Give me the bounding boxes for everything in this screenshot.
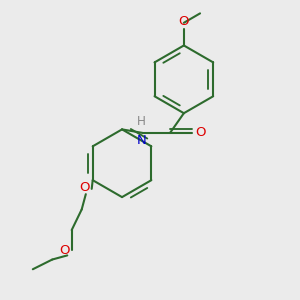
Text: O: O — [178, 15, 189, 28]
Text: O: O — [196, 126, 206, 140]
Text: O: O — [59, 244, 69, 256]
Text: N: N — [136, 134, 146, 146]
Text: O: O — [79, 182, 89, 194]
Text: H: H — [137, 115, 146, 128]
